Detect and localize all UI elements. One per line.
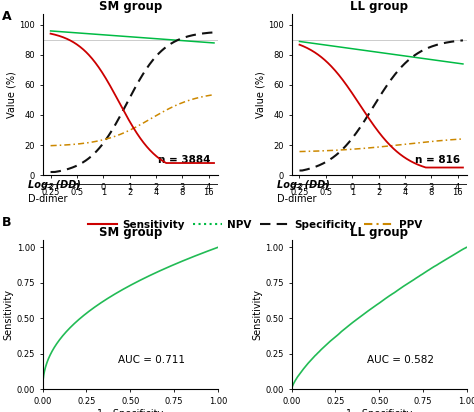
Legend: Sensitivity, NPV, Specificity, PPV: Sensitivity, NPV, Specificity, PPV bbox=[83, 215, 426, 234]
Text: Log₂ (DD): Log₂ (DD) bbox=[28, 180, 81, 190]
Text: B: B bbox=[2, 216, 12, 229]
Text: 8: 8 bbox=[180, 188, 185, 197]
Text: 2: 2 bbox=[127, 188, 132, 197]
Y-axis label: Sensitivity: Sensitivity bbox=[4, 289, 14, 340]
Text: AUC = 0.582: AUC = 0.582 bbox=[367, 354, 434, 365]
Text: AUC = 0.711: AUC = 0.711 bbox=[118, 354, 185, 365]
Text: 0.25: 0.25 bbox=[41, 188, 60, 197]
Text: 8: 8 bbox=[428, 188, 434, 197]
Text: A: A bbox=[2, 10, 12, 23]
Text: 16: 16 bbox=[452, 188, 463, 197]
Text: 0.5: 0.5 bbox=[70, 188, 83, 197]
Text: 2: 2 bbox=[376, 188, 381, 197]
Text: n = 3884: n = 3884 bbox=[158, 155, 211, 165]
Title: SM group: SM group bbox=[99, 226, 162, 239]
X-axis label: 1 - Specificity: 1 - Specificity bbox=[97, 409, 164, 412]
Text: 4: 4 bbox=[402, 188, 408, 197]
Title: LL group: LL group bbox=[350, 0, 408, 13]
Text: 0.25: 0.25 bbox=[290, 188, 309, 197]
Text: 0.5: 0.5 bbox=[319, 188, 332, 197]
Text: 16: 16 bbox=[203, 188, 214, 197]
Text: Log₂ (DD): Log₂ (DD) bbox=[277, 180, 330, 190]
Text: D-dimer: D-dimer bbox=[277, 194, 317, 204]
Y-axis label: Value (%): Value (%) bbox=[255, 71, 265, 118]
Text: D-dimer: D-dimer bbox=[28, 194, 68, 204]
Title: LL group: LL group bbox=[350, 226, 408, 239]
Text: n = 816: n = 816 bbox=[415, 155, 460, 165]
Y-axis label: Value (%): Value (%) bbox=[7, 71, 17, 118]
X-axis label: 1 - Specificity: 1 - Specificity bbox=[346, 409, 412, 412]
Text: 4: 4 bbox=[154, 188, 159, 197]
Y-axis label: Sensitivity: Sensitivity bbox=[253, 289, 263, 340]
Text: 1: 1 bbox=[100, 188, 106, 197]
Title: SM group: SM group bbox=[99, 0, 162, 13]
Text: 1: 1 bbox=[350, 188, 355, 197]
